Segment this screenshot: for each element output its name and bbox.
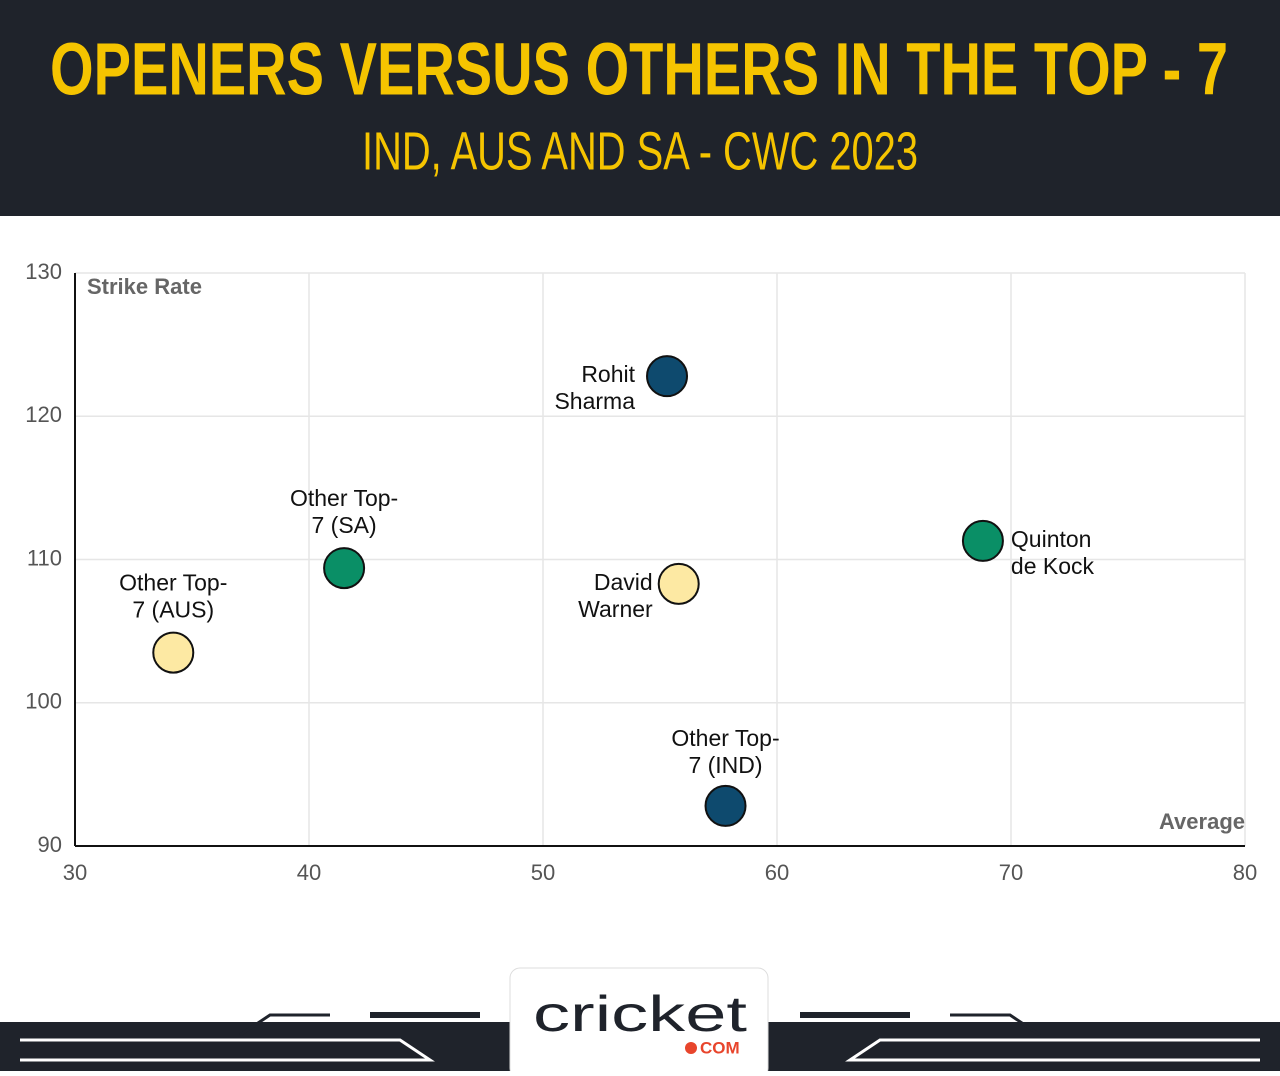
x-tick-label: 40 <box>297 860 321 885</box>
decor-line <box>20 1038 435 1062</box>
point-label: Warner <box>578 596 653 622</box>
point-label: Other Top- <box>671 725 779 751</box>
x-tick-label: 30 <box>63 860 87 885</box>
decor-bar <box>800 1012 910 1018</box>
y-tick-label: 100 <box>25 689 62 714</box>
logo-domain: COM <box>700 1038 740 1057</box>
point <box>323 547 366 590</box>
x-axis-title: Average <box>1159 809 1245 834</box>
x-tick-label: 70 <box>999 860 1023 885</box>
point-label: 7 (IND) <box>688 752 762 778</box>
point-label: de Kock <box>1011 553 1095 579</box>
subtitle: IND, AUS AND SA - CWC 2023 <box>362 121 918 181</box>
point-label: Other Top- <box>119 570 227 596</box>
point <box>961 519 1004 562</box>
y-tick-label: 120 <box>25 402 62 427</box>
plot: 90 100 110 120 130 30 40 50 60 70 80 Strike Rate Ave… <box>25 259 1257 885</box>
x-tick-label: 80 <box>1233 860 1257 885</box>
logo-dot <box>685 1042 697 1054</box>
decor-line <box>239 1013 330 1037</box>
point <box>704 784 747 827</box>
point-label: Quinton <box>1011 526 1092 552</box>
header-band <box>0 0 1280 216</box>
x-tick-label: 60 <box>765 860 789 885</box>
x-tick-label: 50 <box>531 860 555 885</box>
logo-box <box>509 967 769 1076</box>
title: OPENERS VERSUS OTHERS IN THE TOP - 7 <box>50 28 1228 111</box>
logo-brand: cricket <box>533 986 747 1042</box>
point <box>152 631 195 674</box>
point <box>646 355 689 398</box>
y-tick-label: 90 <box>38 832 62 857</box>
decor-bar <box>370 1012 480 1018</box>
point <box>657 562 700 605</box>
point-label: Rohit <box>581 361 635 387</box>
decor-line <box>950 1013 1041 1037</box>
footer-decor: cricket COM <box>0 967 1280 1076</box>
y-axis-title: Strike Rate <box>87 274 202 299</box>
point-label: 7 (SA) <box>312 512 377 538</box>
point-label: 7 (AUS) <box>132 597 214 623</box>
y-tick-label: 130 <box>25 259 62 284</box>
point-label: Sharma <box>554 388 635 414</box>
y-tick-label: 110 <box>27 545 62 570</box>
decor-line <box>845 1038 1260 1062</box>
point-label: Other Top- <box>290 485 398 511</box>
point-label: David <box>594 569 653 595</box>
